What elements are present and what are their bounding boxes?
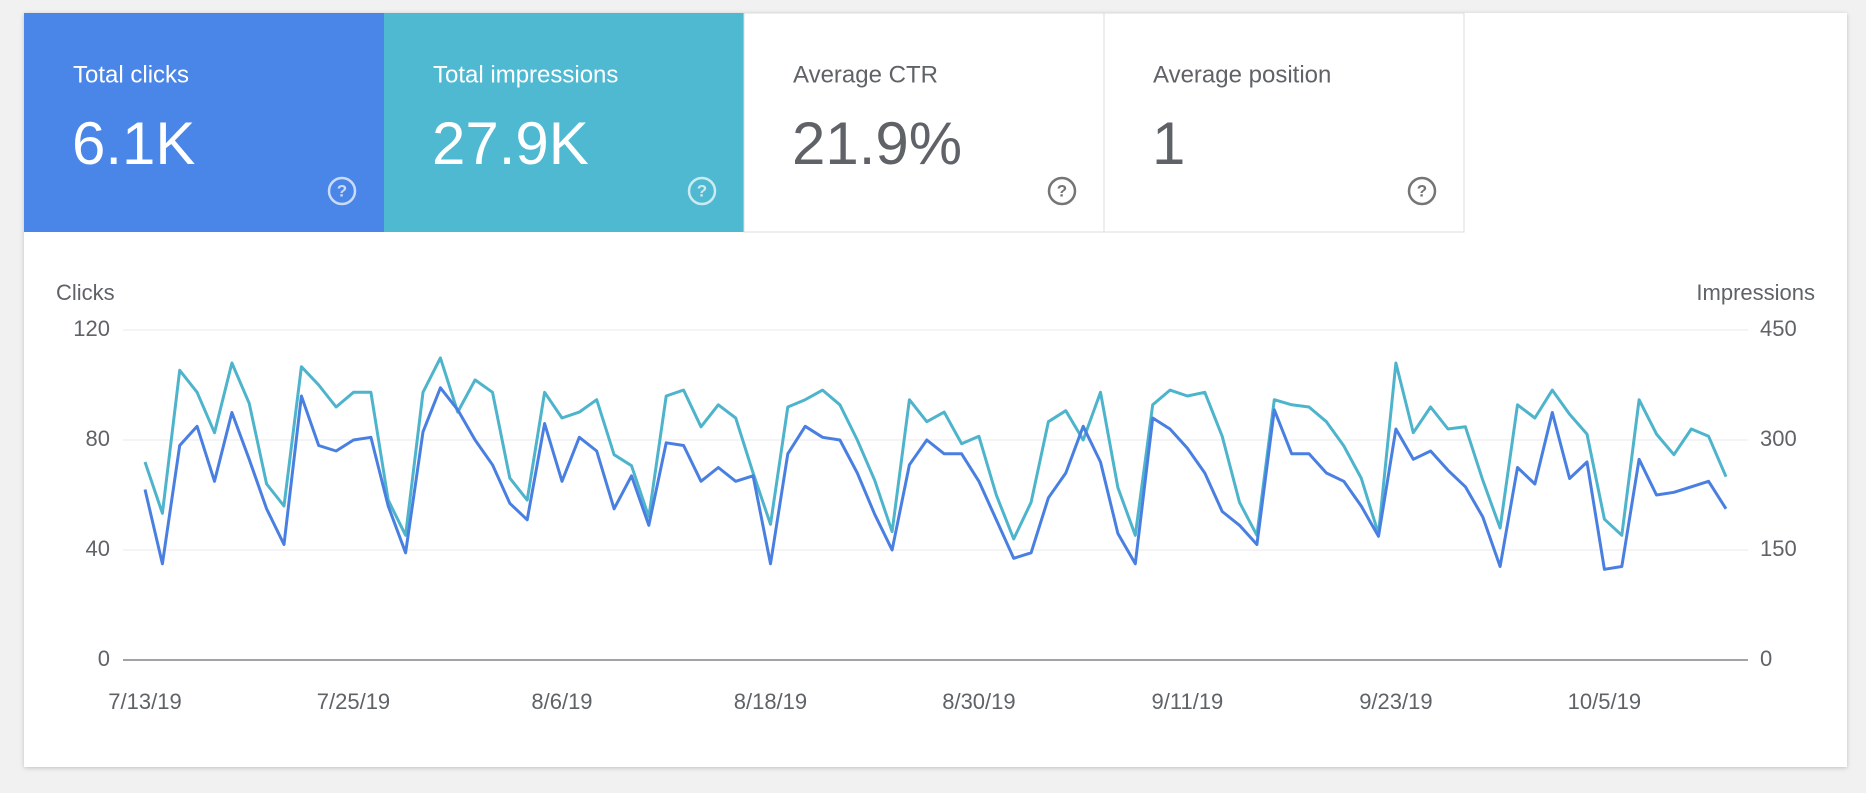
x-tick-label: 8/18/19 <box>734 689 807 714</box>
tile-background[interactable] <box>743 12 1105 233</box>
help-icon-glyph[interactable]: ? <box>1057 181 1067 200</box>
y2-tick-label: 450 <box>1760 316 1797 341</box>
y2-tick-label: 0 <box>1760 646 1772 671</box>
series-line <box>143 356 1728 541</box>
tile-value: 6.1K <box>72 110 195 177</box>
tile-label: Average CTR <box>793 61 938 88</box>
metric-tile[interactable]: Total clicks 6.1K? <box>24 13 384 232</box>
x-tick-label: 7/13/19 <box>108 689 181 714</box>
y-tick-label: 120 <box>73 316 110 341</box>
x-tick-label: 9/23/19 <box>1359 689 1432 714</box>
tile-value: 21.9% <box>792 110 962 177</box>
y-tick-label: 0 <box>98 646 110 671</box>
tile-label: Total impressions <box>433 61 618 88</box>
y2-axis-title: Impressions <box>1696 280 1815 305</box>
y2-tick-label: 300 <box>1760 426 1797 451</box>
series-line <box>143 386 1728 571</box>
x-tick-label: 8/6/19 <box>531 689 592 714</box>
y-tick-label: 80 <box>86 426 110 451</box>
metric-tile[interactable]: Total impressions 27.9K? <box>384 13 744 232</box>
help-icon[interactable] <box>687 176 717 206</box>
x-tick-label: 10/5/19 <box>1568 689 1641 714</box>
y-axis-title: Clicks <box>56 280 115 305</box>
help-icon-glyph[interactable]: ? <box>1417 181 1427 200</box>
help-icon[interactable] <box>327 176 357 206</box>
tile-background[interactable] <box>384 13 744 232</box>
tile-label: Total clicks <box>73 61 189 88</box>
chart: 0 40 80 120 0 150 300 450 Clicks Impressions 7/13/… <box>56 280 1815 714</box>
x-tick-label: 9/11/19 <box>1152 689 1224 714</box>
x-tick-label: 8/30/19 <box>942 689 1015 714</box>
tile-background[interactable] <box>1103 12 1465 233</box>
metric-tiles: Total clicks 6.1K? Total impressions 27.9K?… <box>24 12 1465 233</box>
help-icon[interactable] <box>1047 176 1077 206</box>
metric-tile[interactable]: Average CTR 21.9%? <box>743 12 1105 233</box>
x-tick-label: 7/25/19 <box>317 689 390 714</box>
help-icon[interactable] <box>1407 176 1437 206</box>
tile-value: 27.9K <box>432 110 589 177</box>
y-tick-label: 40 <box>86 536 110 561</box>
y2-tick-label: 150 <box>1760 536 1797 561</box>
metric-tile[interactable]: Average position 1? <box>1103 12 1465 233</box>
help-icon-glyph[interactable]: ? <box>697 181 707 200</box>
tile-value: 1 <box>1152 110 1185 177</box>
help-icon-glyph[interactable]: ? <box>337 181 347 200</box>
tile-background[interactable] <box>24 13 384 232</box>
tile-label: Average position <box>1153 61 1331 88</box>
